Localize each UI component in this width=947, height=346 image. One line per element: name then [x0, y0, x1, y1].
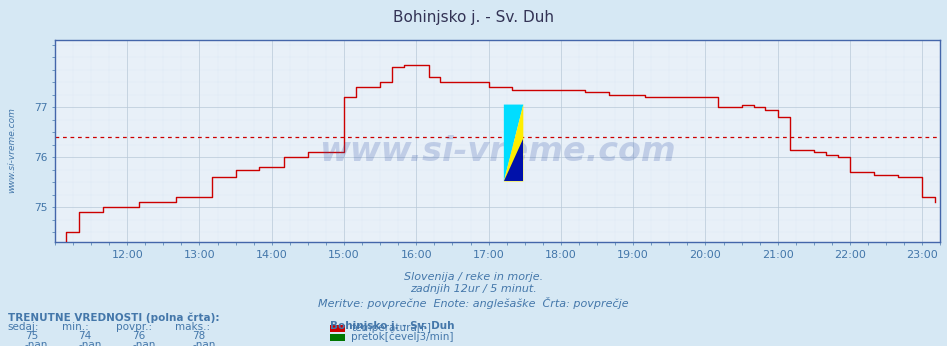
Text: 78: 78	[192, 331, 205, 341]
Text: zadnjih 12ur / 5 minut.: zadnjih 12ur / 5 minut.	[410, 284, 537, 294]
Text: -nan: -nan	[25, 340, 48, 346]
Polygon shape	[504, 104, 524, 182]
Text: sedaj:: sedaj:	[8, 322, 39, 333]
Text: TRENUTNE VREDNOSTI (polna črta):: TRENUTNE VREDNOSTI (polna črta):	[8, 312, 219, 322]
Text: 74: 74	[79, 331, 92, 341]
Text: pretok[čevelj3/min]: pretok[čevelj3/min]	[351, 331, 454, 342]
Text: min.:: min.:	[62, 322, 88, 333]
Text: 75: 75	[25, 331, 38, 341]
Text: www.si-vreme.com: www.si-vreme.com	[7, 108, 16, 193]
Text: -nan: -nan	[133, 340, 156, 346]
Text: www.si-vreme.com: www.si-vreme.com	[319, 135, 676, 167]
Text: Bohinjsko j. - Sv. Duh: Bohinjsko j. - Sv. Duh	[393, 10, 554, 25]
Polygon shape	[504, 104, 524, 182]
Text: Bohinjsko j. - Sv. Duh: Bohinjsko j. - Sv. Duh	[330, 321, 454, 331]
Polygon shape	[504, 139, 524, 182]
Text: -nan: -nan	[192, 340, 216, 346]
Text: povpr.:: povpr.:	[116, 322, 152, 333]
Text: Slovenija / reke in morje.: Slovenija / reke in morje.	[404, 272, 543, 282]
Text: Meritve: povprečne  Enote: anglešaške  Črta: povprečje: Meritve: povprečne Enote: anglešaške Črt…	[318, 297, 629, 309]
Text: -nan: -nan	[79, 340, 102, 346]
Text: maks.:: maks.:	[175, 322, 210, 333]
Text: temperatura[F]: temperatura[F]	[351, 323, 431, 333]
Text: 76: 76	[133, 331, 146, 341]
